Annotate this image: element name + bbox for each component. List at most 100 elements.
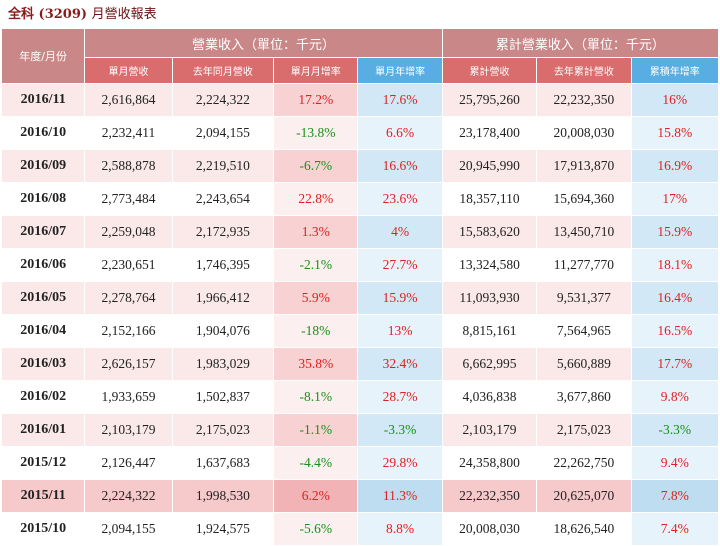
cumulative-revenue-group-header: 累計營業收入（單位：千元）: [442, 29, 718, 57]
revenue-cell: 2,224,322: [85, 480, 172, 512]
mom-growth-cell: 22.8%: [274, 183, 358, 215]
report-title: 全科 (3209) 月營收報表: [0, 0, 720, 28]
last-year-cumulative-cell: 17,913,870: [537, 150, 631, 182]
period-cell: 2016/05: [2, 282, 85, 314]
cumulative-yoy-cell: 18.1%: [631, 249, 718, 281]
monthly-revenue-group-header: 營業收入（單位：千元）: [85, 29, 442, 57]
revenue-cell: 2,230,651: [85, 249, 172, 281]
cumulative-yoy-cell: 15.9%: [631, 216, 718, 248]
revenue-cell: 2,773,484: [85, 183, 172, 215]
table-row[interactable]: 2016/11 2,616,864 2,224,322 17.2% 17.6% 25,79…: [2, 84, 718, 116]
yoy-growth-cell: 4%: [358, 216, 442, 248]
cumulative-yoy-cell: 15.8%: [631, 117, 718, 149]
table-row[interactable]: 2016/10 2,232,411 2,094,155 -13.8% 6.6% 23,17…: [2, 117, 718, 149]
cumulative-revenue-cell: 11,093,930: [442, 282, 537, 314]
last-year-cumulative-cell: 13,450,710: [537, 216, 631, 248]
last-year-revenue-cell: 1,998,530: [172, 480, 274, 512]
table-row[interactable]: 2015/11 2,224,322 1,998,530 6.2% 11.3% 22,232…: [2, 480, 718, 512]
cumulative-revenue-cell: 23,178,400: [442, 117, 537, 149]
last-year-revenue-cell: 2,224,322: [172, 84, 274, 116]
last-year-cumulative-cell: 20,008,030: [537, 117, 631, 149]
mom-growth-cell: -1.1%: [274, 414, 358, 446]
cumulative-yoy-cell: -3.3%: [631, 414, 718, 446]
last-year-cumulative-cell: 18,626,540: [537, 513, 631, 545]
last-year-cumulative-cell: 5,660,889: [537, 348, 631, 380]
yoy-growth-cell: 13%: [358, 315, 442, 347]
yoy-growth-cell: 29.8%: [358, 447, 442, 479]
revenue-cell: 2,616,864: [85, 84, 172, 116]
last-year-revenue-cell: 1,637,683: [172, 447, 274, 479]
yoy-growth-cell: 15.9%: [358, 282, 442, 314]
table-row[interactable]: 2016/02 1,933,659 1,502,837 -8.1% 28.7% 4,036…: [2, 381, 718, 413]
period-cell: 2016/02: [2, 381, 85, 413]
revenue-cell: 2,126,447: [85, 447, 172, 479]
last-year-revenue-cell: 2,094,155: [172, 117, 274, 149]
cumulative-revenue-cell: 24,358,800: [442, 447, 537, 479]
yoy-growth-cell: 6.6%: [358, 117, 442, 149]
period-cell: 2016/10: [2, 117, 85, 149]
table-row[interactable]: 2015/10 2,094,155 1,924,575 -5.6% 8.8% 20,008…: [2, 513, 718, 545]
revenue-cell: 2,103,179: [85, 414, 172, 446]
mom-growth-cell: -2.1%: [274, 249, 358, 281]
yoy-growth-cell: 28.7%: [358, 381, 442, 413]
last-year-revenue-cell: 1,924,575: [172, 513, 274, 545]
col-header-last-year-revenue: 去年同月營收: [172, 58, 274, 83]
cumulative-yoy-cell: 16.4%: [631, 282, 718, 314]
mom-growth-cell: -6.7%: [274, 150, 358, 182]
col-header-cumulative-yoy: 累積年增率: [631, 58, 718, 83]
last-year-cumulative-cell: 22,262,750: [537, 447, 631, 479]
cumulative-yoy-cell: 17.7%: [631, 348, 718, 380]
mom-growth-cell: 5.9%: [274, 282, 358, 314]
cumulative-revenue-cell: 22,232,350: [442, 480, 537, 512]
table-row[interactable]: 2016/09 2,588,878 2,219,510 -6.7% 16.6% 20,94…: [2, 150, 718, 182]
last-year-cumulative-cell: 9,531,377: [537, 282, 631, 314]
revenue-cell: 1,933,659: [85, 381, 172, 413]
cumulative-revenue-cell: 4,036,838: [442, 381, 537, 413]
cumulative-yoy-cell: 9.4%: [631, 447, 718, 479]
cumulative-revenue-cell: 2,103,179: [442, 414, 537, 446]
table-row[interactable]: 2015/12 2,126,447 1,637,683 -4.4% 29.8% 24,35…: [2, 447, 718, 479]
table-row[interactable]: 2016/06 2,230,651 1,746,395 -2.1% 27.7% 13,32…: [2, 249, 718, 281]
table-row[interactable]: 2016/01 2,103,179 2,175,023 -1.1% -3.3% 2,103…: [2, 414, 718, 446]
mom-growth-cell: -18%: [274, 315, 358, 347]
col-header-yoy-growth: 單月年增率: [358, 58, 442, 83]
col-header-revenue: 單月營收: [85, 58, 172, 83]
cumulative-yoy-cell: 16%: [631, 84, 718, 116]
last-year-revenue-cell: 2,172,935: [172, 216, 274, 248]
mom-growth-cell: -8.1%: [274, 381, 358, 413]
period-cell: 2016/09: [2, 150, 85, 182]
last-year-cumulative-cell: 11,277,770: [537, 249, 631, 281]
last-year-revenue-cell: 1,746,395: [172, 249, 274, 281]
revenue-cell: 2,588,878: [85, 150, 172, 182]
table-row[interactable]: 2016/03 2,626,157 1,983,029 35.8% 32.4% 6,662…: [2, 348, 718, 380]
last-year-cumulative-cell: 2,175,023: [537, 414, 631, 446]
cumulative-revenue-cell: 13,324,580: [442, 249, 537, 281]
mom-growth-cell: 6.2%: [274, 480, 358, 512]
mom-growth-cell: 35.8%: [274, 348, 358, 380]
last-year-cumulative-cell: 3,677,860: [537, 381, 631, 413]
revenue-cell: 2,278,764: [85, 282, 172, 314]
table-row[interactable]: 2016/04 2,152,166 1,904,076 -18% 13% 8,815,16…: [2, 315, 718, 347]
yoy-growth-cell: 16.6%: [358, 150, 442, 182]
yoy-growth-cell: 23.6%: [358, 183, 442, 215]
last-year-cumulative-cell: 7,564,965: [537, 315, 631, 347]
table-row[interactable]: 2016/07 2,259,048 2,172,935 1.3% 4% 15,583,62…: [2, 216, 718, 248]
yoy-growth-cell: 27.7%: [358, 249, 442, 281]
last-year-revenue-cell: 2,219,510: [172, 150, 274, 182]
cumulative-yoy-cell: 9.8%: [631, 381, 718, 413]
last-year-revenue-cell: 1,966,412: [172, 282, 274, 314]
table-row[interactable]: 2016/08 2,773,484 2,243,654 22.8% 23.6% 18,35…: [2, 183, 718, 215]
period-cell: 2015/11: [2, 480, 85, 512]
last-year-revenue-cell: 2,175,023: [172, 414, 274, 446]
mom-growth-cell: -5.6%: [274, 513, 358, 545]
last-year-revenue-cell: 1,983,029: [172, 348, 274, 380]
last-year-revenue-cell: 2,243,654: [172, 183, 274, 215]
col-header-last-year-cumulative: 去年累計營收: [537, 58, 631, 83]
yoy-growth-cell: 8.8%: [358, 513, 442, 545]
mom-growth-cell: 1.3%: [274, 216, 358, 248]
revenue-cell: 2,152,166: [85, 315, 172, 347]
period-cell: 2016/03: [2, 348, 85, 380]
last-year-revenue-cell: 1,904,076: [172, 315, 274, 347]
table-row[interactable]: 2016/05 2,278,764 1,966,412 5.9% 15.9% 11,093…: [2, 282, 718, 314]
cumulative-yoy-cell: 16.5%: [631, 315, 718, 347]
